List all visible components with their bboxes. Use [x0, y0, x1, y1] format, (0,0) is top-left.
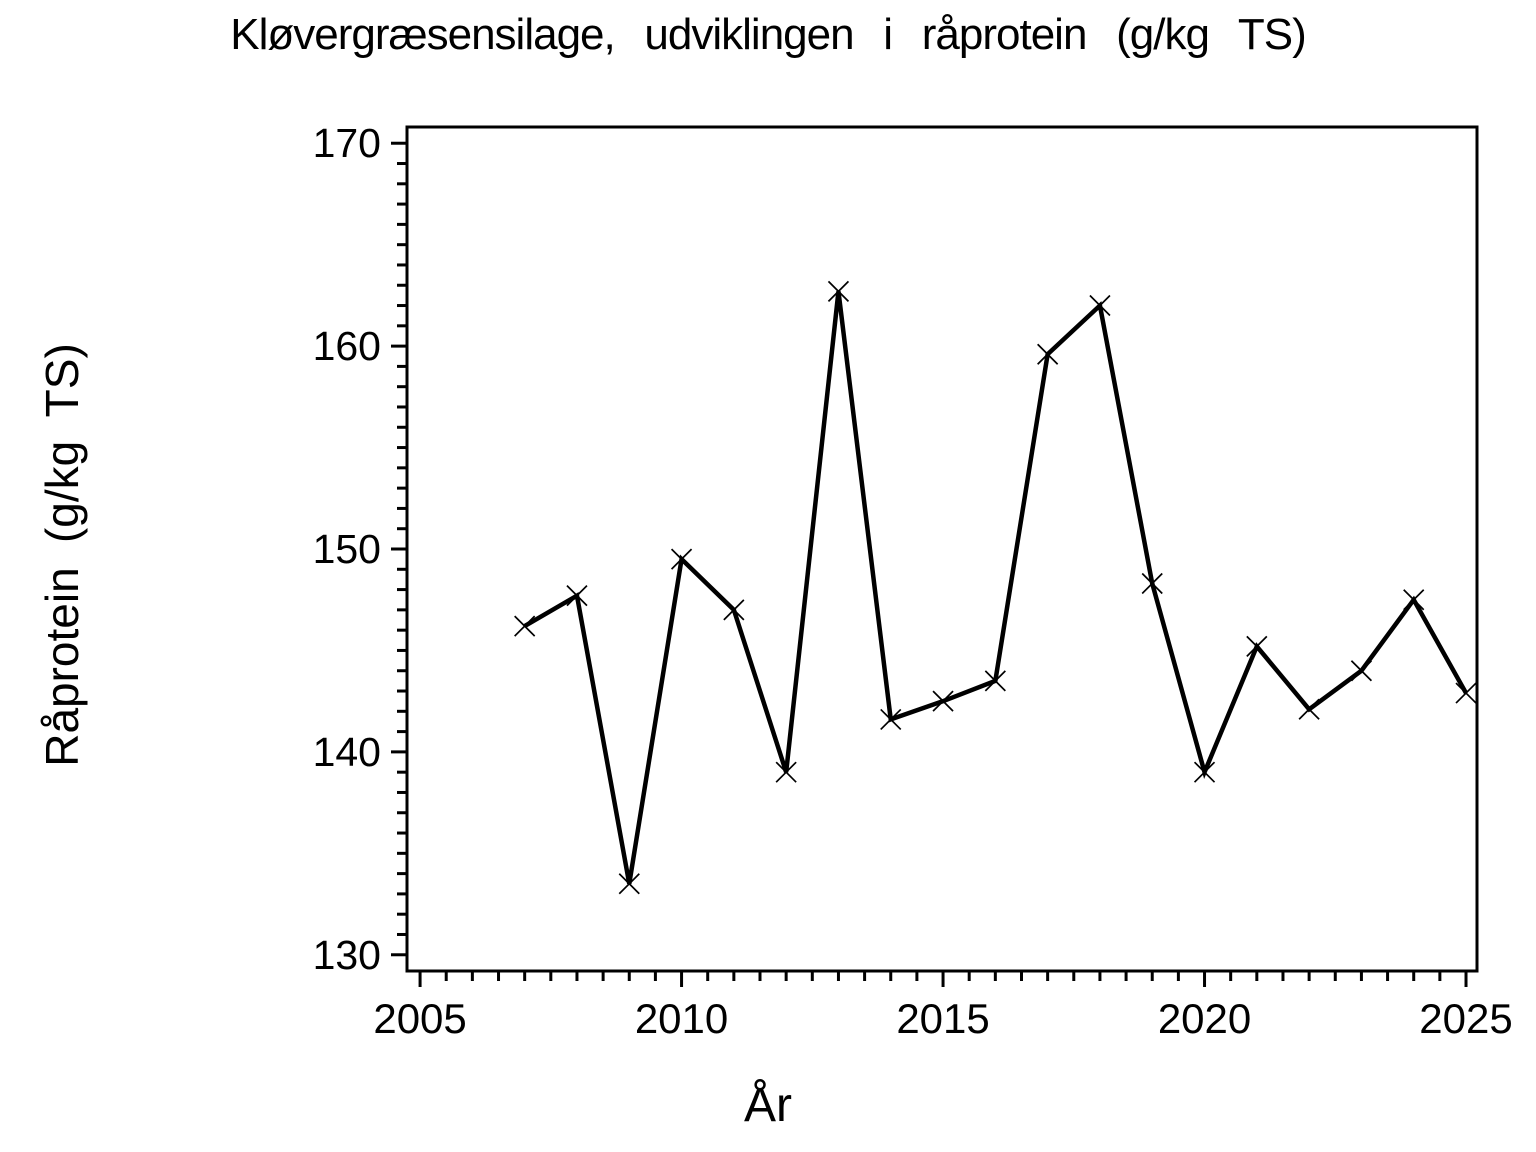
- x-axis-tick-label: 2020: [1158, 995, 1251, 1042]
- data-point-marker: [1403, 589, 1425, 611]
- x-axis-tick-label: 2015: [896, 995, 989, 1042]
- data-point-marker: [827, 280, 850, 302]
- y-axis-tick-label: 170: [313, 120, 381, 166]
- data-point-marker: [1350, 660, 1373, 682]
- data-point-marker: [723, 599, 745, 621]
- data-point-marker: [1455, 682, 1477, 704]
- data-point-marker: [1246, 635, 1268, 657]
- data-series-line: [523, 291, 1468, 885]
- x-axis-tick-label: 2005: [373, 995, 466, 1042]
- x-axis-tick-label: 2025: [1419, 995, 1512, 1042]
- x-axis-title: År: [744, 1079, 792, 1132]
- plot-area-border: [405, 125, 1479, 973]
- data-point-marker: [1193, 761, 1216, 783]
- data-point-marker: [1037, 343, 1059, 365]
- y-axis-tick-label: 140: [313, 729, 381, 775]
- chart-title: Kløvergræsensilage, udviklingen i råprot…: [230, 10, 1307, 59]
- data-point-marker: [1298, 698, 1320, 720]
- y-axis-tick-label: 160: [313, 323, 381, 369]
- y-axis-tick-label: 150: [313, 526, 381, 572]
- data-point-marker: [775, 761, 797, 783]
- y-axis-tick-label: 130: [313, 932, 381, 978]
- x-axis-tick-label: 2010: [635, 995, 728, 1042]
- data-point-marker: [566, 585, 588, 607]
- data-point-marker: [1089, 294, 1111, 317]
- data-point-marker: [984, 670, 1006, 692]
- data-point-marker: [932, 690, 954, 712]
- data-point-marker: [1141, 572, 1163, 595]
- data-point-marker: [618, 873, 640, 895]
- data-point-marker: [880, 708, 902, 731]
- data-point-marker: [514, 615, 536, 637]
- data-point-marker: [670, 548, 693, 570]
